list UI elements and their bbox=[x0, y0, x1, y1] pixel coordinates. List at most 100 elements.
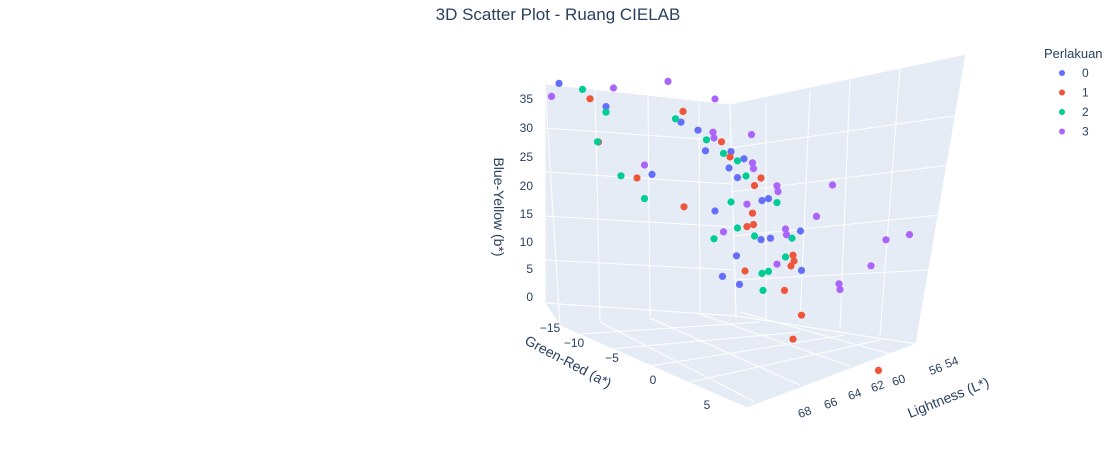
data-point[interactable] bbox=[781, 225, 790, 233]
data-point[interactable] bbox=[710, 235, 718, 243]
data-point[interactable] bbox=[748, 159, 757, 167]
data-point[interactable] bbox=[780, 286, 789, 294]
x-tick-label: 60 bbox=[890, 371, 908, 389]
data-point[interactable] bbox=[758, 197, 766, 205]
series-1[interactable] bbox=[586, 95, 883, 374]
series-0[interactable] bbox=[555, 79, 806, 288]
data-point[interactable] bbox=[828, 181, 837, 189]
data-point[interactable] bbox=[773, 199, 781, 207]
data-point[interactable] bbox=[773, 182, 781, 190]
data-point[interactable] bbox=[748, 209, 757, 217]
data-point[interactable] bbox=[735, 280, 744, 288]
data-point[interactable] bbox=[757, 236, 765, 244]
x-tick-label: 64 bbox=[846, 385, 864, 403]
data-point[interactable] bbox=[677, 118, 685, 126]
data-point[interactable] bbox=[727, 148, 735, 156]
data-point[interactable] bbox=[782, 231, 791, 239]
data-point[interactable] bbox=[797, 311, 806, 319]
data-point[interactable] bbox=[633, 174, 641, 182]
legend-label: 1 bbox=[1082, 86, 1089, 100]
data-point[interactable] bbox=[741, 267, 749, 275]
data-point[interactable] bbox=[609, 84, 618, 92]
data-point[interactable] bbox=[701, 147, 710, 155]
data-point[interactable] bbox=[781, 253, 790, 261]
data-point[interactable] bbox=[750, 232, 759, 240]
data-point[interactable] bbox=[726, 153, 734, 161]
data-point[interactable] bbox=[602, 103, 610, 111]
data-point[interactable] bbox=[766, 234, 775, 242]
data-point[interactable] bbox=[725, 164, 733, 172]
data-point[interactable] bbox=[717, 138, 726, 146]
data-point[interactable] bbox=[733, 157, 742, 165]
data-point[interactable] bbox=[788, 234, 796, 242]
data-point[interactable] bbox=[640, 195, 649, 203]
data-point[interactable] bbox=[764, 195, 773, 203]
data-point[interactable] bbox=[867, 262, 875, 270]
data-point[interactable] bbox=[874, 366, 883, 374]
data-point[interactable] bbox=[749, 221, 758, 229]
data-point[interactable] bbox=[586, 95, 594, 103]
data-point[interactable] bbox=[759, 286, 767, 294]
data-point[interactable] bbox=[719, 149, 728, 157]
data-point[interactable] bbox=[836, 286, 844, 294]
data-point[interactable] bbox=[718, 272, 727, 280]
data-point[interactable] bbox=[743, 200, 751, 208]
data-point[interactable] bbox=[602, 108, 610, 116]
data-point[interactable] bbox=[732, 252, 741, 260]
data-point[interactable] bbox=[749, 165, 758, 173]
data-point[interactable] bbox=[555, 79, 563, 87]
z-tick-label: 15 bbox=[520, 207, 534, 221]
data-point[interactable] bbox=[733, 174, 742, 182]
data-point[interactable] bbox=[789, 335, 797, 343]
data-point[interactable] bbox=[758, 269, 766, 277]
data-point[interactable] bbox=[640, 161, 649, 169]
series-2[interactable] bbox=[578, 85, 796, 294]
legend-item-1[interactable]: 1 bbox=[1059, 86, 1089, 100]
data-point[interactable] bbox=[789, 251, 797, 259]
data-point[interactable] bbox=[593, 138, 602, 146]
data-point[interactable] bbox=[727, 198, 735, 206]
data-point[interactable] bbox=[709, 128, 717, 136]
x-tick-label: 68 bbox=[796, 403, 814, 421]
legend-item-3[interactable]: 3 bbox=[1059, 125, 1089, 139]
data-point[interactable] bbox=[796, 227, 805, 235]
data-point[interactable] bbox=[702, 136, 711, 144]
data-point[interactable] bbox=[773, 260, 781, 268]
data-point[interactable] bbox=[679, 107, 687, 115]
data-point[interactable] bbox=[812, 212, 821, 220]
data-point[interactable] bbox=[680, 203, 688, 211]
data-point[interactable] bbox=[764, 267, 773, 275]
data-point[interactable] bbox=[747, 131, 756, 139]
data-point[interactable] bbox=[797, 266, 806, 274]
data-point[interactable] bbox=[787, 262, 795, 270]
data-point[interactable] bbox=[835, 280, 843, 288]
data-point[interactable] bbox=[648, 170, 656, 178]
data-point[interactable] bbox=[905, 231, 914, 239]
legend-item-2[interactable]: 2 bbox=[1059, 105, 1089, 119]
data-point[interactable] bbox=[733, 224, 742, 232]
data-point[interactable] bbox=[740, 155, 748, 163]
series-3[interactable] bbox=[547, 77, 914, 294]
data-point[interactable] bbox=[711, 207, 719, 215]
data-point[interactable] bbox=[882, 236, 890, 244]
data-point[interactable] bbox=[742, 172, 750, 180]
data-point[interactable] bbox=[750, 182, 759, 190]
data-point[interactable] bbox=[719, 228, 728, 236]
data-point[interactable] bbox=[774, 188, 782, 196]
legend-item-0[interactable]: 0 bbox=[1059, 66, 1089, 80]
data-point[interactable] bbox=[578, 85, 587, 93]
scene-3d[interactable] bbox=[544, 53, 967, 409]
data-point[interactable] bbox=[671, 115, 680, 123]
data-point[interactable] bbox=[711, 95, 719, 103]
y-tick-label: 5 bbox=[704, 398, 711, 412]
data-point[interactable] bbox=[664, 77, 672, 85]
y-tick-label: −10 bbox=[564, 336, 585, 350]
data-point[interactable] bbox=[743, 223, 751, 231]
data-point[interactable] bbox=[547, 92, 556, 100]
x-tick-label: 62 bbox=[869, 377, 887, 395]
data-point[interactable] bbox=[757, 174, 765, 182]
data-point[interactable] bbox=[710, 134, 718, 142]
data-point[interactable] bbox=[617, 172, 625, 180]
data-point[interactable] bbox=[694, 126, 702, 134]
